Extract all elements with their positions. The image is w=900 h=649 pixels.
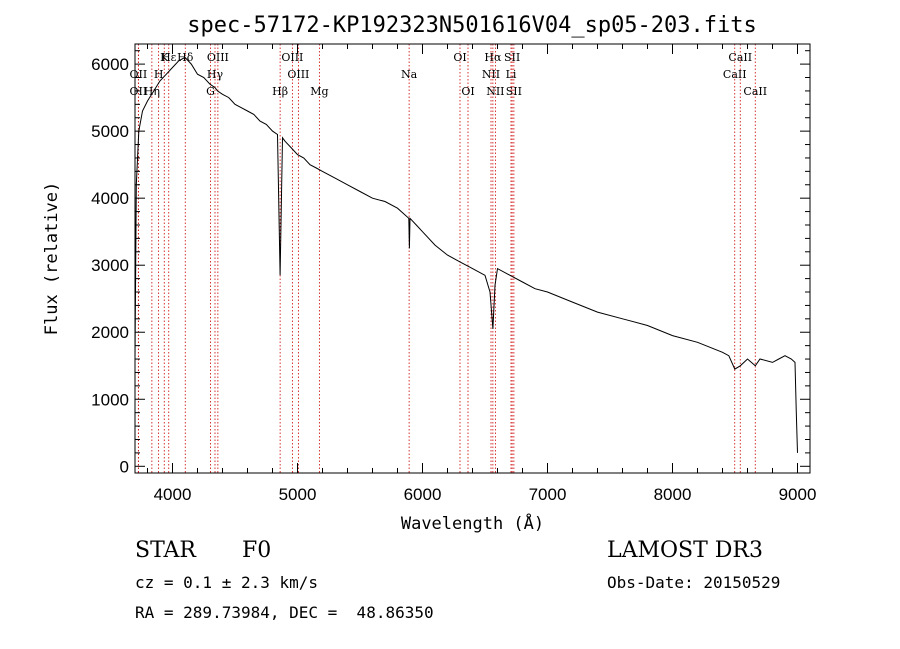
flux-series-line bbox=[134, 56, 798, 453]
y-tick-label: 3000 bbox=[91, 256, 129, 275]
line-label-text: Hη bbox=[144, 85, 160, 98]
line-label-text: Hβ bbox=[272, 85, 288, 98]
line-label-text: CaII bbox=[743, 85, 767, 98]
line-label-text: G bbox=[206, 85, 215, 98]
line-label-text: Hε bbox=[161, 51, 177, 64]
obs-date-text: Obs-Date: 20150529 bbox=[607, 573, 781, 592]
line-label-text: OII bbox=[130, 85, 148, 98]
x-axis-label: Wavelength (Å) bbox=[401, 512, 544, 534]
chart-title: spec-57172-KP192323N501616V04_sp05-203.f… bbox=[187, 13, 757, 38]
line-label-text: Li bbox=[506, 68, 517, 81]
line-label-text: OII bbox=[130, 68, 148, 81]
object-class: STAR bbox=[135, 538, 196, 563]
x-tick-label: 5000 bbox=[279, 485, 317, 504]
object-subclass: F0 bbox=[242, 538, 272, 563]
line-label-text: Hα bbox=[484, 51, 502, 64]
line-label-text: NII bbox=[482, 68, 500, 81]
y-axis-label: Flux (relative) bbox=[42, 182, 62, 336]
axis-ticks: 4000 5000 6000 7000 8000 9000 0 1000 2000 3000 400… bbox=[91, 44, 816, 504]
y-tick-label: 1000 bbox=[91, 390, 129, 409]
x-tick-label: 4000 bbox=[154, 485, 192, 504]
x-tick-label: 6000 bbox=[404, 485, 442, 504]
line-label-text: NII bbox=[486, 85, 504, 98]
line-label-text: OIII bbox=[287, 68, 309, 81]
survey-name: LAMOST DR3 bbox=[607, 538, 763, 563]
line-label-text: K bbox=[160, 51, 169, 64]
y-tick-label: 6000 bbox=[91, 55, 129, 74]
line-label-text: SII bbox=[504, 51, 520, 64]
redshift-text: cz = 0.1 ± 2.3 km/s bbox=[135, 573, 319, 592]
line-markers bbox=[137, 44, 756, 473]
y-tick-label: 4000 bbox=[91, 189, 129, 208]
y-tick-label: 5000 bbox=[91, 122, 129, 141]
line-label-text: OI bbox=[453, 51, 466, 64]
line-label-text: OIII bbox=[281, 51, 303, 64]
line-label-text: Hδ bbox=[177, 51, 194, 64]
spectrum-chart: spec-57172-KP192323N501616V04_sp05-203.f… bbox=[42, 13, 816, 534]
line-label-text: OI bbox=[461, 85, 474, 98]
plot-frame bbox=[134, 43, 811, 474]
coordinates-text: RA = 289.73984, DEC = 48.86350 bbox=[135, 603, 434, 622]
line-label-text: Na bbox=[401, 68, 418, 81]
x-tick-label: 9000 bbox=[779, 485, 817, 504]
x-tick-label: 8000 bbox=[654, 485, 692, 504]
y-tick-label: 0 bbox=[120, 457, 129, 476]
line-label-text: CaII bbox=[723, 68, 747, 81]
line-label-text: CaII bbox=[728, 51, 752, 64]
line-label-text: SII bbox=[506, 85, 522, 98]
line-label-text: H bbox=[154, 68, 164, 81]
y-tick-label: 2000 bbox=[91, 323, 129, 342]
line-label-text: Hγ bbox=[207, 68, 224, 81]
line-label-text: OIII bbox=[207, 51, 229, 64]
x-tick-label: 7000 bbox=[529, 485, 567, 504]
line-label-text: Mg bbox=[310, 85, 328, 98]
